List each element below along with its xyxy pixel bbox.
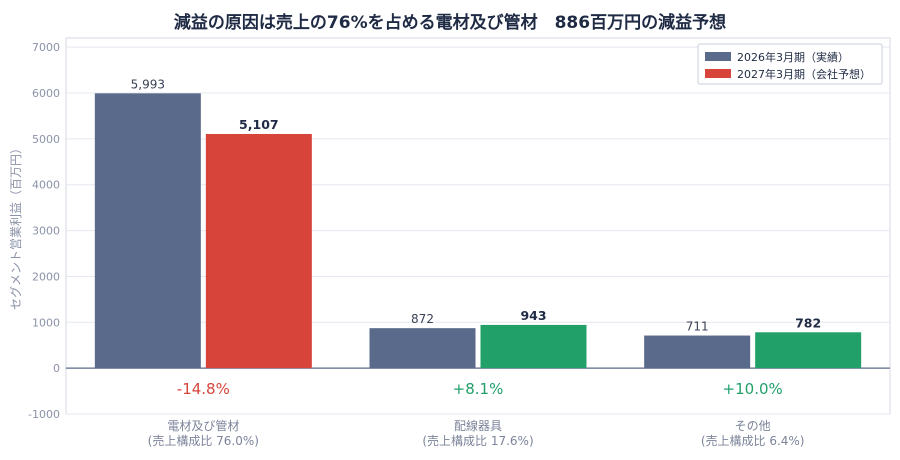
legend-box [697, 43, 883, 85]
bar-value-label: 943 [520, 308, 546, 323]
legend-swatch [705, 52, 731, 61]
legend-label: 2026年3月期（実績） [737, 50, 849, 64]
category-share-label: (売上構成比 76.0%) [148, 433, 259, 448]
legend-swatch [705, 69, 731, 78]
bar-actual [369, 328, 476, 369]
y-tick-label: -1000 [28, 408, 60, 421]
y-tick-label: 4000 [32, 179, 60, 192]
category-label: その他 [735, 419, 771, 433]
change-label: +10.0% [723, 380, 783, 398]
bar-value-label: 711 [686, 320, 709, 334]
y-tick-label: 2000 [32, 270, 60, 283]
chart-title: 減益の原因は売上の76%を占める電材及び管材 886百万円の減益予想 [173, 13, 727, 33]
bar-actual [94, 93, 201, 369]
category-share-label: (売上構成比 6.4%) [701, 433, 805, 448]
y-tick-label: 7000 [32, 41, 60, 54]
bar-actual [644, 335, 751, 369]
bar-value-label: 5,993 [131, 77, 165, 91]
bar-forecast [480, 324, 587, 369]
legend-label: 2027年3月期（会社予想） [737, 67, 871, 81]
category-share-label: (売上構成比 17.6%) [422, 433, 533, 448]
y-tick-label: 6000 [32, 87, 60, 100]
bar-value-label: 782 [795, 315, 821, 330]
bar-forecast [755, 332, 862, 369]
y-tick-label: 0 [53, 362, 60, 375]
change-label: -14.8% [177, 380, 230, 398]
bar-forecast [205, 133, 312, 369]
y-tick-label: 5000 [32, 133, 60, 146]
y-axis-label: セグメント営業利益（百万円） [9, 142, 23, 310]
change-label: +8.1% [453, 380, 504, 398]
category-label: 配線器具 [454, 418, 502, 433]
y-tick-label: 1000 [32, 316, 60, 329]
bar-value-label: 872 [411, 312, 434, 326]
bar-value-label: 5,107 [239, 117, 279, 132]
category-label: 電材及び管材 [167, 418, 239, 433]
y-tick-label: 3000 [32, 225, 60, 238]
